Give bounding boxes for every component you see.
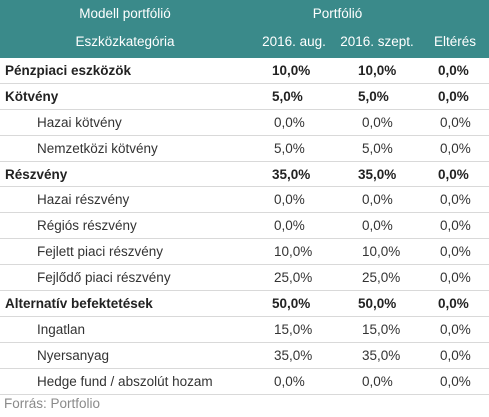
row-label: Részvény	[5, 166, 68, 182]
row-value-elteres: 0,0%	[440, 114, 471, 130]
table-body: Pénzpiaci eszközök 10,0% 10,0% 0,0% Kötvény 5…	[0, 58, 489, 395]
row-value-szept: 0,0%	[362, 373, 393, 389]
row-value-elteres: 0,0%	[440, 270, 471, 286]
table-row-category: Kötvény 5,0% 5,0% 0,0%	[0, 84, 489, 110]
table-row-category: Pénzpiaci eszközök 10,0% 10,0% 0,0%	[0, 58, 489, 84]
row-label: Hazai kötvény	[37, 114, 122, 130]
row-value-aug: 35,0%	[272, 166, 311, 182]
row-value-elteres: 0,0%	[440, 373, 471, 389]
row-label: Hedge fund / abszolút hozam	[37, 373, 213, 389]
row-label: Kötvény	[5, 88, 59, 104]
header-model-portfolio: Modell portfólió	[79, 6, 171, 21]
table-row-category: Alternatív befektetések 50,0% 50,0% 0,0%	[0, 291, 489, 317]
row-value-szept: 5,0%	[362, 140, 393, 156]
row-value-aug: 25,0%	[274, 270, 313, 286]
table-row-subcategory: Hedge fund / abszolút hozam 0,0% 0,0% 0,0%	[0, 369, 489, 395]
row-value-aug: 0,0%	[274, 218, 305, 234]
row-value-szept: 5,0%	[358, 88, 389, 104]
table-row-subcategory: Nyersanyag 35,0% 35,0% 0,0%	[0, 343, 489, 369]
row-value-aug: 50,0%	[272, 295, 311, 311]
row-value-elteres: 0,0%	[438, 88, 469, 104]
row-label: Fejlődő piaci részvény	[37, 270, 171, 286]
row-label: Hazai részvény	[37, 192, 130, 208]
row-value-aug: 35,0%	[274, 347, 313, 363]
header-aug: 2016. aug.	[262, 34, 326, 49]
table-row-subcategory: Nemzetközi kötvény 5,0% 5,0% 0,0%	[0, 136, 489, 162]
row-value-elteres: 0,0%	[440, 192, 471, 208]
row-label: Régiós részvény	[37, 218, 137, 234]
table-header: Modell portfólió Portfólió Eszközkategór…	[0, 0, 489, 58]
row-value-szept: 0,0%	[362, 114, 393, 130]
row-value-aug: 5,0%	[272, 88, 303, 104]
row-value-aug: 10,0%	[272, 62, 311, 78]
row-value-aug: 0,0%	[274, 192, 305, 208]
row-value-elteres: 0,0%	[440, 218, 471, 234]
row-value-szept: 10,0%	[358, 62, 397, 78]
table-row-category: Részvény 35,0% 35,0% 0,0%	[0, 162, 489, 188]
table-row-subcategory: Régiós részvény 0,0% 0,0% 0,0%	[0, 213, 489, 240]
row-value-szept: 10,0%	[362, 244, 401, 260]
row-label: Fejlett piaci részvény	[37, 244, 164, 260]
row-value-aug: 15,0%	[274, 321, 313, 337]
row-value-elteres: 0,0%	[438, 62, 469, 78]
row-value-elteres: 0,0%	[440, 244, 471, 260]
row-value-aug: 0,0%	[274, 114, 305, 130]
portfolio-table: Modell portfólió Portfólió Eszközkategór…	[0, 0, 489, 395]
header-szept: 2016. szept.	[340, 34, 414, 49]
table-row-subcategory: Fejlett piaci részvény 10,0% 10,0% 0,0%	[0, 239, 489, 266]
row-value-szept: 15,0%	[362, 321, 401, 337]
row-value-szept: 50,0%	[358, 295, 397, 311]
row-value-szept: 0,0%	[362, 218, 393, 234]
header-portfolio: Portfólió	[312, 6, 363, 21]
source-note: Forrás: Portfolio	[4, 396, 101, 411]
table-row-subcategory: Hazai kötvény 0,0% 0,0% 0,0%	[0, 110, 489, 136]
row-label: Alternatív befektetések	[5, 295, 153, 311]
row-value-szept: 35,0%	[362, 347, 401, 363]
row-value-szept: 35,0%	[358, 166, 397, 182]
header-asset-category: Eszközkategória	[75, 34, 175, 49]
row-value-elteres: 0,0%	[440, 140, 471, 156]
row-label: Nyersanyag	[37, 347, 110, 363]
row-value-elteres: 0,0%	[438, 166, 469, 182]
row-value-aug: 10,0%	[274, 244, 313, 260]
row-label: Pénzpiaci eszközök	[5, 62, 132, 78]
row-value-elteres: 0,0%	[438, 295, 469, 311]
row-value-szept: 25,0%	[362, 270, 401, 286]
row-label: Ingatlan	[37, 321, 86, 337]
table-row-subcategory: Hazai részvény 0,0% 0,0% 0,0%	[0, 187, 489, 214]
row-label: Nemzetközi kötvény	[37, 140, 158, 156]
row-value-elteres: 0,0%	[440, 347, 471, 363]
table-row-subcategory: Ingatlan 15,0% 15,0% 0,0%	[0, 317, 489, 343]
row-value-aug: 0,0%	[274, 373, 305, 389]
row-value-aug: 5,0%	[274, 140, 305, 156]
row-value-elteres: 0,0%	[440, 321, 471, 337]
header-elteres: Eltérés	[433, 34, 477, 49]
row-value-szept: 0,0%	[362, 192, 393, 208]
table-row-subcategory: Fejlődő piaci részvény 25,0% 25,0% 0,0%	[0, 265, 489, 292]
